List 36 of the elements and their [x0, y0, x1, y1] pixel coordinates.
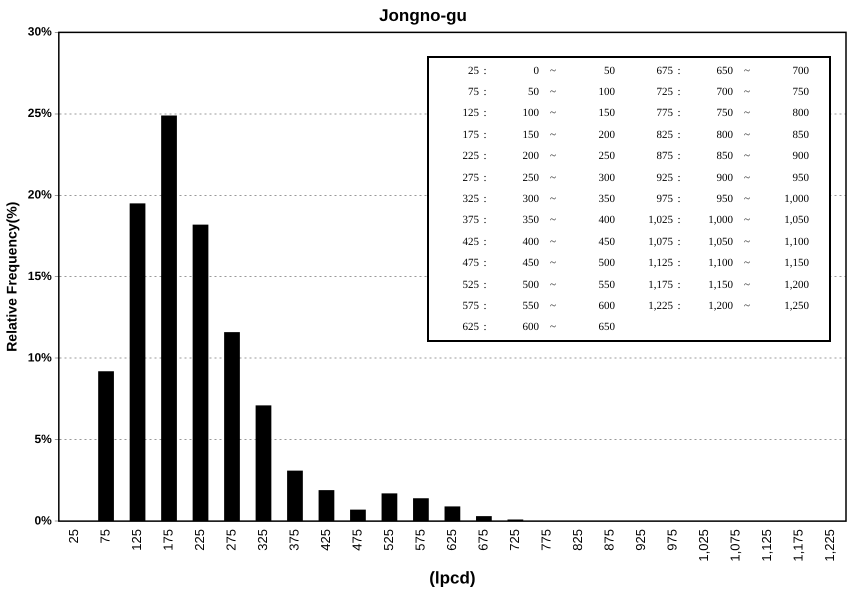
x-tick-label: 1,125: [758, 529, 774, 562]
y-axis-title: Relative Frequency(%): [3, 202, 20, 352]
x-tick-label: 475: [350, 529, 365, 551]
x-tick-label: 125: [129, 529, 144, 551]
x-tick-label: 75: [98, 529, 113, 544]
x-tick-label: 25: [66, 529, 82, 544]
x-tick-label: 225: [192, 529, 208, 551]
y-tick-label: 30%: [28, 24, 52, 39]
x-tick-label: 775: [538, 529, 554, 551]
x-tick-label: 675: [475, 529, 490, 551]
x-tick-label: 975: [664, 529, 680, 551]
x-tick-label: 1,225: [822, 529, 837, 562]
x-tick-label: 275: [224, 529, 239, 551]
x-tick-label: 1,075: [727, 529, 742, 562]
y-tick-label: 15%: [28, 269, 52, 284]
x-tick-label: 825: [570, 529, 585, 551]
x-tick-label: 375: [286, 529, 302, 551]
x-tick-label: 525: [381, 529, 396, 551]
x-tick-label: 175: [160, 529, 176, 551]
y-tick-label: 0%: [34, 513, 52, 528]
y-tick-label: 10%: [28, 350, 52, 364]
x-tick-label: 425: [318, 529, 334, 551]
x-tick-label: 575: [412, 529, 428, 551]
x-tick-label: 875: [601, 529, 616, 551]
y-tick-label: 20%: [28, 188, 52, 202]
x-tick-label: 1,025: [696, 529, 711, 562]
x-axis-title: (lpcd): [429, 568, 476, 588]
x-tick-label: 1,175: [790, 529, 806, 562]
x-tick-label: 725: [506, 529, 522, 551]
x-tick-label: 325: [255, 529, 270, 551]
y-tick-label: 25%: [28, 106, 52, 120]
range-table: 25 : 0 ~ 50 75 : 50 ~ 100 125 : 100 ~ 150 175 : 150 ~ 200 225 : 200 ~ 250 275 : 250 ~ 300 325 : 300 ~ 350 375 : 350 ~ 400 425 : 400 ~ 450 475 : 450 ~ 500 525 : 500 ~ 550 575 : 550 ~ 600 625 : 600 ~ 650 675 : 650 ~ 700 725 : 700 ~ 750 775 : 750 ~ 800 825 : 800 ~ 850 875 : 850 ~ 900 925 : 900 ~ 950 975 : 950 ~ 1,000 1,025 : 1,000 ~ 1,050 1,075 : 1,050 ~ 1,100 1,125 : 1,100 ~ 1,150 1,175 : 1,150 ~ 1,200 1,225 : 1,200 ~ 1,250: [427, 56, 831, 342]
x-tick-label: 625: [444, 529, 459, 551]
y-tick-label: 5%: [34, 432, 52, 446]
chart-title: Jongno-gu: [379, 6, 467, 25]
x-tick-label: 925: [632, 529, 648, 551]
